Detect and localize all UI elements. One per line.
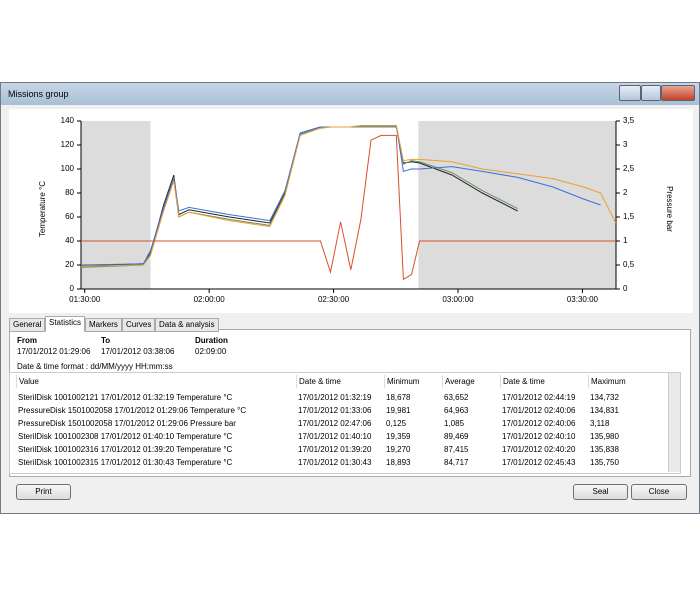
chart: Temperature °C Pressure bar 020406080100… [9,109,693,313]
tab[interactable]: Curves [122,318,156,332]
duration-label: Duration [195,336,228,345]
table-cell: 17/01/2012 02:40:20 [502,445,576,454]
table-cell: 135,980 [590,432,619,441]
y-tick-label: 140 [61,116,75,125]
table-cell: 17/01/2012 01:32:19 [298,393,372,402]
title-bar: Missions group [1,83,699,105]
close-window-button[interactable] [661,85,695,101]
table-cell: SterilDisk 1001002316 17/01/2012 01:39:2… [18,445,233,454]
table-cell: 3,118 [590,419,610,428]
table-cell: 135,750 [590,458,619,467]
table-cell: SterilDisk 1001002308 17/01/2012 01:40:1… [18,432,233,441]
date-format: Date & time format : dd/MM/yyyy HH:mm:ss [17,362,173,371]
table-cell: 63,652 [444,393,469,402]
tab[interactable]: General [9,318,46,332]
table-cell: PressureDisk 1501002058 17/01/2012 01:29… [18,406,247,415]
table-cell: 17/01/2012 01:39:20 [298,445,372,454]
tab[interactable]: Data & analysis [155,318,219,332]
column-header[interactable]: Value [16,375,297,388]
table-cell: 17/01/2012 01:40:10 [298,432,372,441]
y2-tick-label: 1,5 [623,212,635,221]
table-cell: 17/01/2012 02:45:43 [502,458,576,467]
to-value: 17/01/2012 03:38:06 [101,347,175,356]
y2-tick-label: 2 [623,188,628,197]
series-line [80,125,617,267]
table-cell: 64,963 [444,406,469,415]
table-cell: 17/01/2012 01:33:06 [298,406,372,415]
table-cell: 89,469 [444,432,469,441]
y-tick-label: 40 [65,236,74,245]
column-header[interactable]: Average [442,375,501,388]
table-cell: 19,981 [386,406,411,415]
statistics-table: Value Date & time Minimum Average Date & tim… [9,372,681,474]
tab-panel [9,329,691,477]
table-cell: 18,893 [386,458,411,467]
table-cell: 17/01/2012 02:47:06 [298,419,372,428]
table-cell: 19,270 [386,445,411,454]
column-header[interactable]: Date & time [296,375,385,388]
table-cell: 17/01/2012 02:40:10 [502,432,576,441]
y2-axis-title: Pressure bar [665,186,674,232]
print-button[interactable]: Print [16,484,71,500]
from-label: From [17,336,37,345]
table-cell: 1,085 [444,419,465,428]
maximize-button[interactable] [641,85,661,101]
x-tick-label: 01:30:00 [69,295,101,304]
shaded-range [418,121,616,289]
to-label: To [101,336,111,345]
y2-tick-label: 0 [623,284,628,293]
scrollbar[interactable] [668,373,680,472]
table-cell: 19,359 [386,432,411,441]
window: Missions group Temperature °C Pressure b… [0,82,700,514]
tab[interactable]: Markers [85,318,122,332]
y-tick-label: 80 [65,188,74,197]
x-tick-label: 02:00:00 [194,295,226,304]
y2-tick-label: 3,5 [623,116,635,125]
table-cell: 17/01/2012 01:30:43 [298,458,372,467]
close-button[interactable]: Close [631,484,687,500]
table-cell: PressureDisk 1501002058 17/01/2012 01:29… [18,419,236,428]
table-cell: SterilDisk 1001002315 17/01/2012 01:30:4… [18,458,233,467]
table-cell: 18,678 [386,393,411,402]
y-tick-label: 120 [61,140,75,149]
x-tick-label: 03:30:00 [567,295,599,304]
series-line [81,134,616,281]
y2-tick-label: 2,5 [623,164,635,173]
from-value: 17/01/2012 01:29:06 [17,347,91,356]
seal-button[interactable]: Seal [573,484,628,500]
table-cell: 135,838 [590,445,619,454]
window-title: Missions group [8,89,69,99]
x-tick-label: 03:00:00 [442,295,474,304]
y-tick-label: 20 [65,260,74,269]
shaded-range [81,121,151,289]
column-header[interactable]: Maximum [588,375,669,388]
table-cell: 17/01/2012 02:44:19 [502,393,576,402]
table-cell: 0,125 [386,419,407,428]
table-cell: SterilDisk 1001002121 17/01/2012 01:32:1… [18,393,233,402]
y2-tick-label: 0,5 [623,260,635,269]
y-tick-label: 100 [61,164,75,173]
y-tick-label: 60 [65,212,74,221]
minimize-button[interactable] [619,85,641,101]
tab[interactable]: Statistics [45,316,86,332]
table-cell: 87,415 [444,445,469,454]
table-cell: 17/01/2012 02:40:06 [502,406,576,415]
x-tick-label: 02:30:00 [318,295,350,304]
y-axis-title: Temperature °C [38,181,47,237]
y-tick-label: 0 [70,284,75,293]
column-header[interactable]: Minimum [384,375,443,388]
column-header[interactable]: Date & time [500,375,589,388]
table-cell: 134,732 [590,393,619,402]
y2-tick-label: 3 [623,140,628,149]
y2-tick-label: 1 [623,236,628,245]
table-cell: 134,831 [590,406,619,415]
duration-value: 02:09:00 [195,347,227,356]
table-cell: 17/01/2012 02:40:06 [502,419,576,428]
table-cell: 84,717 [444,458,469,467]
